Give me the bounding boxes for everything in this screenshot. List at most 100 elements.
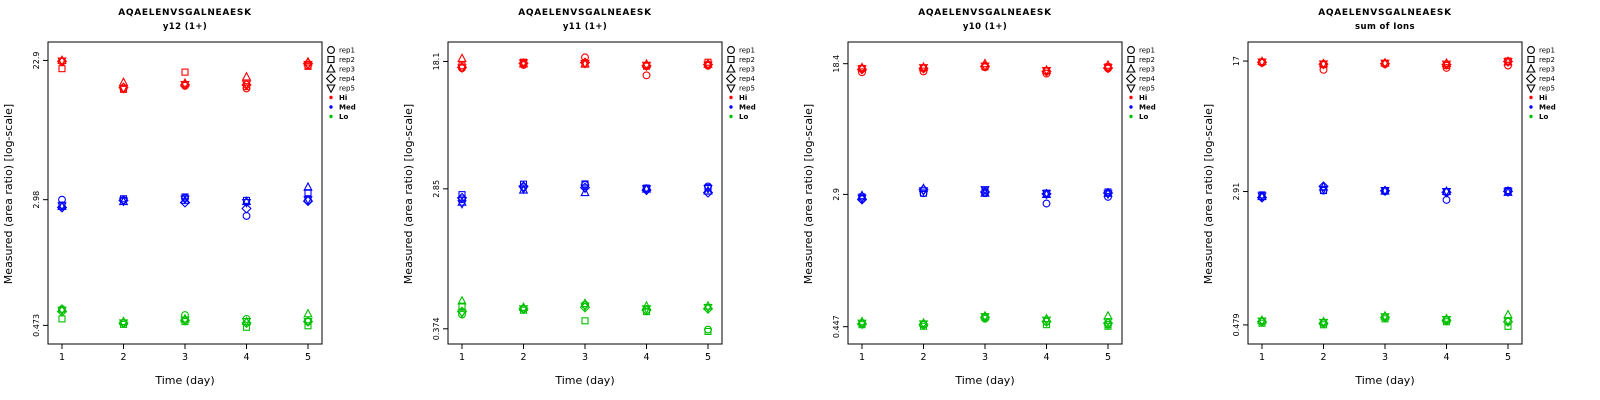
y-tick-label: 18.4: [832, 55, 841, 73]
y-axis-label: Measured (area ratio) [log-scale]: [402, 104, 415, 284]
x-tick-label: 3: [982, 352, 988, 363]
legend-dot-Hi: [329, 95, 333, 100]
legend-label-rep2: rep2: [1139, 56, 1155, 64]
data-point: [1042, 199, 1051, 208]
legend-label-rep4: rep4: [1539, 75, 1555, 83]
x-tick-label: 4: [1043, 352, 1049, 363]
data-point: [702, 187, 714, 198]
data-point: [303, 318, 313, 327]
panel-title: AQAELENVSGALNEAESK: [118, 8, 252, 18]
data-point: [1318, 318, 1329, 328]
data-point: [1380, 59, 1390, 69]
data-point: [1256, 192, 1268, 203]
legend-label-rep5: rep5: [1539, 85, 1555, 93]
data-point: [456, 192, 468, 204]
data-point: [642, 71, 651, 80]
x-axis-label: Time (day): [1354, 374, 1414, 387]
data-point: [1318, 185, 1329, 195]
data-point: [704, 327, 712, 335]
legend-symbol-rep2: [1527, 55, 1535, 64]
data-point: [518, 185, 529, 195]
data-point: [303, 60, 313, 70]
y-axis-label: Measured (area ratio) [log-scale]: [1202, 104, 1215, 284]
scatter-plot-y11: AQAELENVSGALNEAESK y11 (1+) Measured (ar…: [402, 8, 756, 387]
data-point: [180, 80, 190, 90]
legend-symbol-rep1: [1127, 46, 1135, 54]
data-point: [181, 68, 189, 76]
legend-symbol-rep3: [1526, 63, 1536, 73]
x-tick-label: 4: [1443, 352, 1449, 363]
data-point: [918, 320, 929, 330]
data-point: [57, 306, 67, 316]
legend-symbol-rep1: [1527, 46, 1535, 54]
data-point: [1318, 181, 1329, 192]
legend-symbol-rep2: [327, 55, 335, 64]
x-axis-label: Time (day): [954, 374, 1014, 387]
x-tick-label: 5: [705, 352, 711, 363]
y-tick-label: 0.447: [832, 315, 841, 338]
data-point: [1441, 185, 1452, 195]
y-tick-label: 0.473: [32, 314, 41, 337]
data-point: [703, 58, 713, 68]
legend-symbol-rep2: [727, 55, 735, 64]
y-tick-label: 18.1: [432, 53, 441, 71]
legend-label-rep3: rep3: [739, 66, 755, 74]
y-tick-label: 2.98: [32, 191, 41, 209]
plot-box: [47, 41, 323, 345]
data-point: [57, 57, 67, 67]
data-point: [979, 186, 991, 198]
y-tick-label: 2.85: [432, 180, 441, 198]
y-tick-label: 22.9: [32, 52, 41, 70]
data-point: [1504, 61, 1512, 70]
data-point: [581, 180, 589, 188]
data-point: [118, 197, 129, 207]
data-point: [1441, 316, 1452, 325]
panel-y12: AQAELENVSGALNEAESK y12 (1+) Measured (ar…: [0, 0, 400, 400]
panel-sum-of-ions: AQAELENVSGALNEAESK sum of Ions Measured …: [1200, 0, 1600, 400]
x-tick-label: 2: [920, 352, 926, 363]
data-point: [1103, 187, 1113, 197]
data-point: [57, 55, 67, 64]
x-tick-label: 4: [643, 352, 649, 363]
data-point: [703, 300, 713, 310]
legend-label-rep5: rep5: [739, 85, 755, 93]
legend-label-Hi: Hi: [339, 94, 347, 102]
legend-label-Hi: Hi: [1539, 94, 1547, 102]
data-point: [457, 53, 467, 63]
data-point: [179, 197, 191, 208]
legend-dot-Med: [1529, 105, 1533, 109]
legend-dot-Hi: [1529, 95, 1533, 100]
scatter-plot-y12: AQAELENVSGALNEAESK y12 (1+) Measured (ar…: [2, 8, 356, 387]
x-tick-label: 1: [459, 352, 465, 363]
legend-symbol-rep5: [326, 84, 336, 94]
data-point: [703, 61, 713, 71]
legend-label-Med: Med: [339, 104, 356, 112]
legend-label-rep2: rep2: [339, 56, 355, 64]
legend-dot-Lo: [329, 114, 333, 119]
data-point: [858, 68, 866, 77]
x-tick-label: 5: [305, 352, 311, 363]
data-point: [180, 195, 190, 205]
panel-subtitle: y10 (1+): [963, 22, 1007, 32]
data-point: [1103, 64, 1113, 74]
data-point: [1104, 192, 1112, 201]
data-point: [1103, 318, 1113, 328]
data-point: [118, 319, 129, 329]
panel-subtitle: y12 (1+): [163, 22, 207, 32]
data-point: [857, 65, 867, 75]
data-point: [1257, 58, 1267, 68]
legend-symbol-rep4: [1525, 73, 1537, 84]
data-point: [1504, 322, 1512, 330]
legend-dot-Hi: [1129, 95, 1133, 100]
data-point: [303, 196, 313, 206]
data-point: [1442, 195, 1451, 204]
data-point: [703, 185, 713, 194]
data-point: [457, 295, 467, 305]
x-tick-label: 5: [1505, 352, 1511, 363]
data-point: [1318, 60, 1329, 70]
data-point: [241, 71, 252, 81]
data-point: [580, 184, 590, 194]
panel-subtitle: sum of Ions: [1355, 22, 1415, 32]
legend-label-rep4: rep4: [339, 75, 355, 83]
